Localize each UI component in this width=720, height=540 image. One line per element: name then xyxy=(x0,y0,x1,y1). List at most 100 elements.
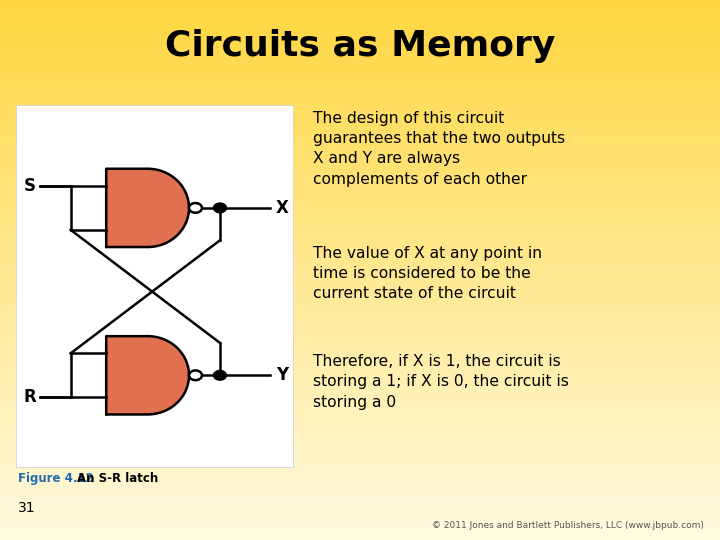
Bar xyxy=(0,417,720,420)
Bar xyxy=(0,282,720,285)
Bar xyxy=(0,454,720,455)
Bar xyxy=(0,32,720,34)
Bar xyxy=(0,490,720,491)
Bar xyxy=(0,396,720,398)
Bar xyxy=(0,212,720,214)
Bar xyxy=(0,515,720,517)
Bar xyxy=(0,342,720,344)
Bar xyxy=(0,29,720,31)
Bar xyxy=(0,536,720,538)
Bar xyxy=(0,204,720,205)
Bar xyxy=(0,103,720,104)
Bar xyxy=(0,133,720,135)
Bar xyxy=(0,511,720,513)
Bar xyxy=(0,74,720,76)
Bar xyxy=(0,184,720,185)
Bar xyxy=(0,277,720,279)
Text: Circuits as Memory: Circuits as Memory xyxy=(165,29,555,63)
Bar xyxy=(0,382,720,383)
Bar xyxy=(0,452,720,454)
Bar xyxy=(0,356,720,358)
Bar xyxy=(0,509,720,511)
Bar xyxy=(0,58,720,59)
Bar xyxy=(0,70,720,72)
Bar xyxy=(0,162,720,164)
Bar xyxy=(0,336,720,339)
Bar xyxy=(0,423,720,425)
Bar xyxy=(0,533,720,535)
Bar xyxy=(0,482,720,484)
Bar xyxy=(0,450,720,452)
Bar xyxy=(0,302,720,304)
Text: Therefore, if X is 1, the circuit is
storing a 1; if X is 0, the circuit is
stor: Therefore, if X is 1, the circuit is sto… xyxy=(313,354,569,409)
Bar xyxy=(0,272,720,274)
Bar xyxy=(0,69,720,70)
Bar xyxy=(0,180,720,182)
Bar xyxy=(0,376,720,378)
Bar xyxy=(0,522,720,524)
Bar xyxy=(0,498,720,501)
Bar xyxy=(0,355,720,356)
Bar xyxy=(0,79,720,81)
Bar xyxy=(0,193,720,194)
Bar xyxy=(0,81,720,83)
Bar xyxy=(0,279,720,281)
Bar xyxy=(0,331,720,333)
Bar xyxy=(0,441,720,443)
Bar xyxy=(0,358,720,360)
Bar xyxy=(0,171,720,173)
Bar xyxy=(0,49,720,50)
Bar xyxy=(0,119,720,120)
Bar xyxy=(0,234,720,236)
Bar xyxy=(0,263,720,265)
Bar xyxy=(0,401,720,403)
Bar xyxy=(0,281,720,282)
Bar xyxy=(0,39,720,42)
Bar xyxy=(0,101,720,103)
Bar xyxy=(0,525,720,528)
Bar xyxy=(0,366,720,367)
Bar xyxy=(0,38,720,39)
Bar xyxy=(0,344,720,346)
Bar xyxy=(0,90,720,92)
Bar xyxy=(0,254,720,255)
Bar xyxy=(0,524,720,525)
Bar xyxy=(0,367,720,369)
Bar xyxy=(0,248,720,250)
Bar xyxy=(0,196,720,198)
Bar xyxy=(0,77,720,79)
Bar xyxy=(0,439,720,441)
Bar xyxy=(0,292,720,293)
Bar xyxy=(0,340,720,342)
Bar xyxy=(0,477,720,479)
Bar xyxy=(0,115,720,117)
Bar xyxy=(0,238,720,239)
Bar xyxy=(0,245,720,247)
Bar xyxy=(0,153,720,155)
Bar xyxy=(0,211,720,212)
Bar xyxy=(0,409,720,410)
Bar xyxy=(0,187,720,189)
Bar xyxy=(0,288,720,290)
Bar xyxy=(0,97,720,99)
Bar xyxy=(0,216,720,218)
Text: S: S xyxy=(24,177,36,195)
Bar xyxy=(0,486,720,488)
Bar xyxy=(0,371,720,373)
Bar xyxy=(0,306,720,308)
Bar xyxy=(0,113,720,115)
Bar xyxy=(0,31,720,32)
Bar xyxy=(0,126,720,128)
Bar xyxy=(0,27,720,29)
Bar xyxy=(0,437,720,439)
Bar xyxy=(0,4,720,5)
Bar xyxy=(0,508,720,509)
Bar xyxy=(0,308,720,309)
Bar xyxy=(0,268,720,270)
Bar xyxy=(0,140,720,142)
Bar xyxy=(0,274,720,275)
Bar xyxy=(0,220,720,221)
Bar xyxy=(0,239,720,241)
Text: 31: 31 xyxy=(18,501,35,515)
Bar xyxy=(0,258,720,259)
